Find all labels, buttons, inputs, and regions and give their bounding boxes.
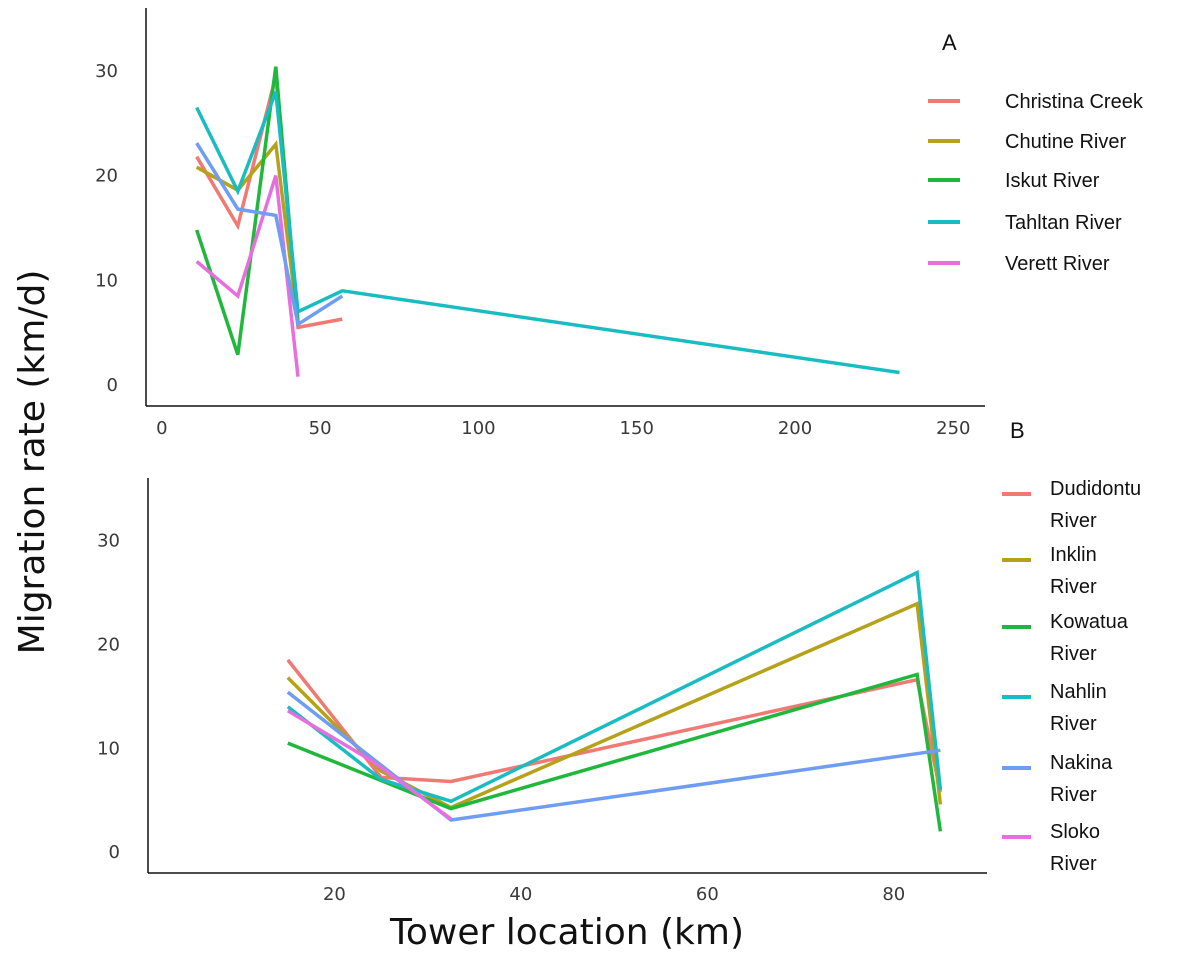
panel-a: 0 50 100 150 200 250 0 10 20 30 A Christina Cree… bbox=[95, 8, 1144, 439]
legend-item-sloko-river: Sloko River bbox=[1002, 821, 1100, 875]
panel-a-x-tick-label: 50 bbox=[309, 418, 332, 439]
y-axis-title: Migration rate (km/d) bbox=[12, 270, 53, 655]
panel-b-y-tick-label: 20 bbox=[97, 634, 120, 655]
legend-label: Tahltan River bbox=[1005, 212, 1122, 234]
panel-b-x-tick-label: 40 bbox=[509, 884, 532, 905]
panel-b-label: B bbox=[1010, 418, 1025, 443]
legend-label: Iskut River bbox=[1005, 170, 1100, 192]
legend-label: Nakina River bbox=[1050, 752, 1113, 806]
panel-a-x-tick-label: 0 bbox=[156, 418, 167, 439]
legend-item-nahlin-river: Nahlin River bbox=[1002, 681, 1107, 735]
panel-a-y-tick-label: 0 bbox=[107, 375, 118, 396]
panel-b-y-tick-labels: 0 10 20 30 bbox=[97, 530, 120, 863]
legend-label: Dudidontu River bbox=[1050, 478, 1141, 532]
panel-b-y-tick-label: 10 bbox=[97, 738, 120, 759]
panel-b-x-tick-label: 60 bbox=[696, 884, 719, 905]
panel-b-series-line-nakina-river bbox=[286, 690, 941, 822]
legend-item-dudidontu-river: Dudidontu River bbox=[1002, 478, 1141, 532]
panel-a-axes bbox=[145, 8, 985, 407]
panel-b-series-line-sloko-river bbox=[286, 709, 453, 821]
legend-label: Verett River bbox=[1005, 253, 1110, 275]
legend-label: Christina Creek bbox=[1005, 91, 1144, 113]
panel-a-y-tick-label: 10 bbox=[95, 270, 118, 291]
panel-b-y-tick-label: 30 bbox=[97, 530, 120, 551]
panel-a-x-tick-label: 100 bbox=[461, 418, 495, 439]
legend-item-christina-creek: Christina Creek bbox=[928, 91, 1144, 113]
panel-a-y-tick-label: 20 bbox=[95, 166, 118, 187]
legend-item-kowatua-river: Kowatua River bbox=[1002, 611, 1129, 665]
panel-b: 20 40 60 80 0 10 20 30 B Dudidontu River Inklin R… bbox=[97, 418, 1141, 905]
panel-a-x-tick-labels: 0 50 100 150 200 250 bbox=[156, 418, 970, 439]
legend-item-inklin-river: Inklin River bbox=[1002, 544, 1097, 598]
panel-b-series-line-kowatua-river bbox=[287, 672, 943, 832]
panel-a-x-tick-label: 250 bbox=[936, 418, 970, 439]
legend-item-tahltan-river: Tahltan River bbox=[928, 212, 1122, 234]
x-axis-title: Tower location (km) bbox=[389, 912, 744, 953]
panel-a-legend: Christina Creek Chutine River Iskut River T… bbox=[928, 91, 1144, 275]
panel-a-series-line-unlabeled-5 bbox=[195, 142, 344, 328]
panel-a-series-line-tahltan-river bbox=[195, 91, 900, 375]
legend-label: Sloko River bbox=[1050, 821, 1100, 875]
panel-a-y-tick-label: 30 bbox=[95, 61, 118, 82]
legend-item-verett-river: Verett River bbox=[928, 253, 1110, 275]
panel-b-x-tick-labels: 20 40 60 80 bbox=[323, 884, 905, 905]
panel-a-y-tick-labels: 0 10 20 30 bbox=[95, 61, 118, 396]
panel-b-legend: Dudidontu River Inklin River Kowatua River Nah… bbox=[1002, 478, 1141, 875]
legend-label: Kowatua River bbox=[1050, 611, 1129, 665]
panel-a-x-tick-label: 200 bbox=[778, 418, 812, 439]
panel-b-y-tick-label: 0 bbox=[109, 842, 120, 863]
panel-a-x-tick-label: 150 bbox=[620, 418, 654, 439]
panel-b-x-tick-label: 80 bbox=[882, 884, 905, 905]
legend-item-iskut-river: Iskut River bbox=[928, 170, 1100, 192]
panel-b-x-tick-label: 20 bbox=[323, 884, 346, 905]
panel-b-series-lines bbox=[286, 569, 943, 832]
panel-a-series-lines bbox=[195, 66, 900, 377]
legend-item-nakina-river: Nakina River bbox=[1002, 752, 1113, 806]
panel-b-series-line-nahlin-river bbox=[286, 569, 943, 804]
legend-label: Chutine River bbox=[1005, 131, 1127, 153]
panel-a-label: A bbox=[942, 30, 957, 55]
legend-item-chutine-river: Chutine River bbox=[928, 131, 1127, 153]
legend-label: Inklin River bbox=[1050, 544, 1097, 598]
panel-b-axes bbox=[147, 478, 987, 874]
legend-label: Nahlin River bbox=[1050, 681, 1107, 735]
